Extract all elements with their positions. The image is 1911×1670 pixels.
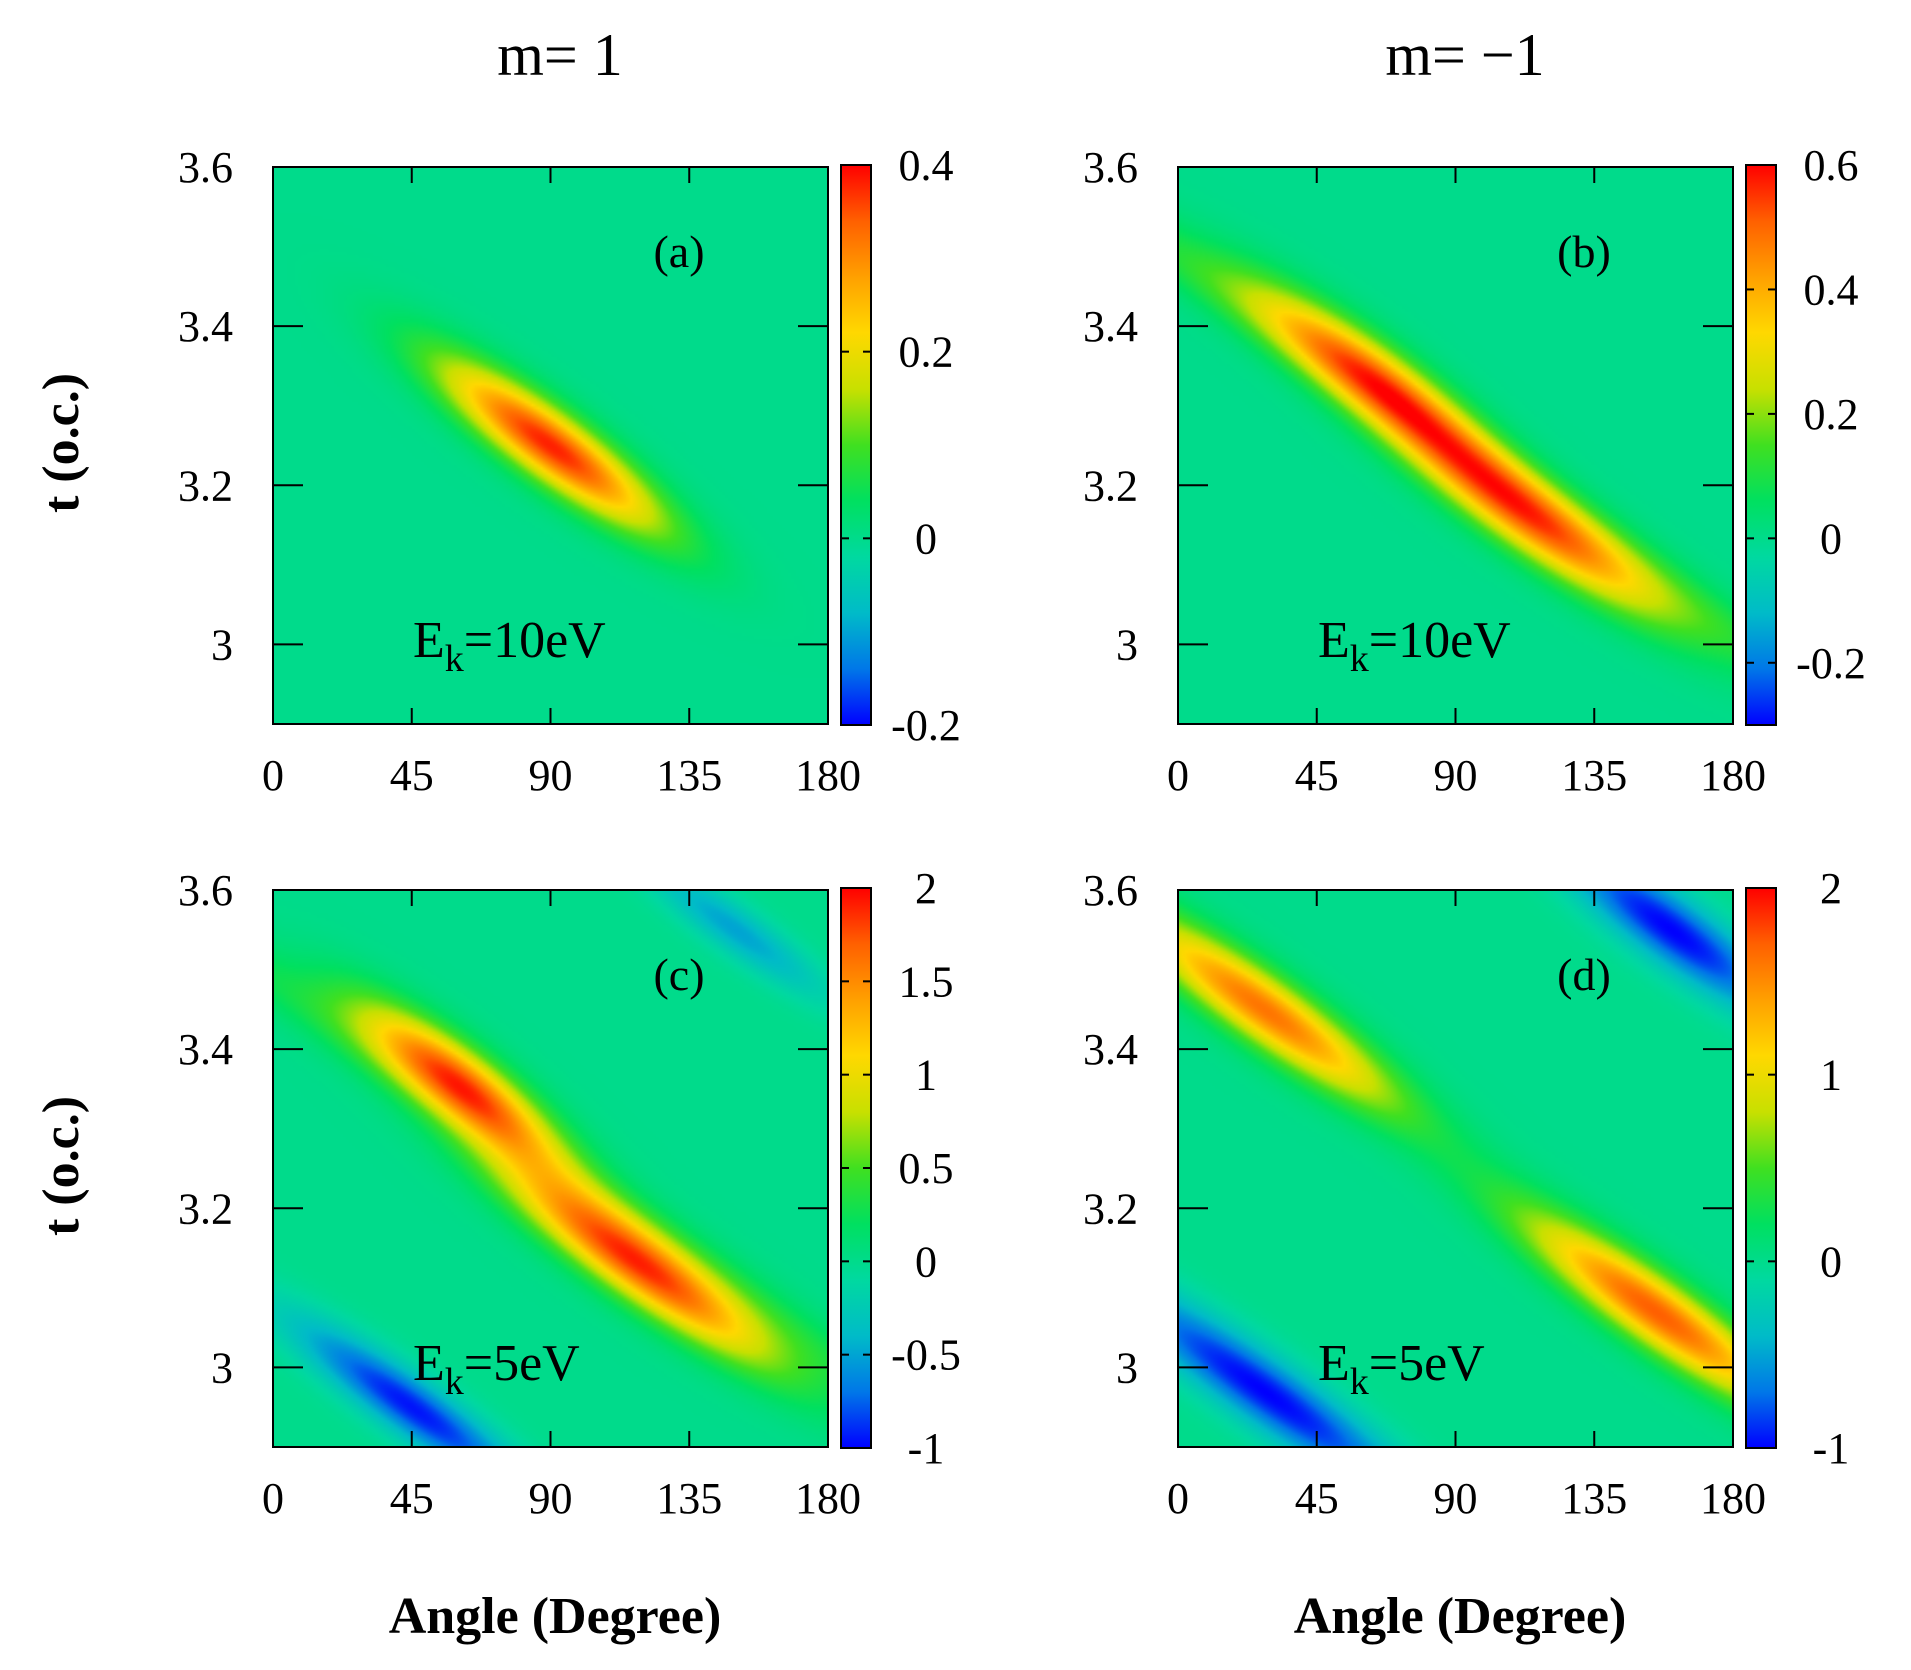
colorbar-tick-label: 0.6: [1804, 141, 1859, 190]
y-tick-label: 3: [1116, 1343, 1138, 1392]
colorbar-tick-label: -1: [1813, 1424, 1850, 1473]
x-tick-label: 45: [390, 1474, 434, 1523]
y-tick-label: 3.6: [1083, 866, 1138, 915]
y-tick-label: 3.6: [178, 143, 233, 192]
x-tick-label: 45: [390, 751, 434, 800]
colorbar-tick-label: 0: [915, 1237, 937, 1286]
column-title-right: m= −1: [1385, 22, 1544, 88]
colorbar-tick-label: 0.5: [899, 1144, 954, 1193]
energy-label: Ek=10eV: [413, 612, 606, 680]
colorbar: [1745, 164, 1777, 726]
colorbar-tick-label: -0.5: [891, 1331, 961, 1380]
energy-label: Ek=10eV: [1318, 612, 1511, 680]
x-tick-label: 135: [1561, 1474, 1627, 1523]
y-axis-title-top: t (o.c.): [33, 373, 90, 513]
panel-a: 0 45 90 135 180 3 3.2 3.4 3.6 (a) Ek=10eV -0.2 0 0.2 0…: [178, 141, 961, 800]
colorbar-tick-label: 1: [915, 1051, 937, 1100]
heatmap-b: [1178, 167, 1733, 724]
y-axis-title-bottom: t (o.c.): [33, 1096, 90, 1236]
x-tick-label: 90: [529, 1474, 573, 1523]
x-tick-label: 90: [1434, 1474, 1478, 1523]
colorbar-tick-label: 1: [1820, 1051, 1842, 1100]
colorbar-tick-label: 0.4: [899, 141, 954, 190]
colorbar-tick-label: 0: [915, 514, 937, 563]
x-tick-label: 0: [1167, 1474, 1189, 1523]
x-axis-title-left: Angle (Degree): [389, 1588, 722, 1645]
heatmap-a: [273, 167, 828, 724]
x-tick-label: 0: [1167, 751, 1189, 800]
x-axis-title-right: Angle (Degree): [1294, 1588, 1627, 1645]
panel-label: (d): [1557, 949, 1611, 1000]
colorbar-tick-label: -0.2: [891, 701, 961, 750]
heatmap-c: [273, 890, 828, 1447]
x-tick-label: 135: [656, 751, 722, 800]
y-tick-label: 3.6: [1083, 143, 1138, 192]
y-tick-label: 3: [1116, 620, 1138, 669]
colorbar-tick-label: 0.2: [899, 328, 954, 377]
x-tick-label: 135: [1561, 751, 1627, 800]
y-tick-label: 3: [211, 1343, 233, 1392]
panel-c: 0 45 90 135 180 3 3.2 3.4 3.6 (c) Ek=5eV -1 -0.5 0 0.5…: [178, 864, 961, 1523]
y-tick-label: 3.6: [178, 866, 233, 915]
colorbar-tick-label: -0.2: [1796, 639, 1866, 688]
panel-d: 0 45 90 135 180 3 3.2 3.4 3.6 (d) Ek=5eV -1 0 1 2: [1083, 864, 1849, 1523]
x-tick-label: 0: [262, 1474, 284, 1523]
panel-label: (c): [653, 949, 704, 1000]
x-tick-label: 180: [1700, 1474, 1766, 1523]
panel-b: 0 45 90 135 180 3 3.2 3.4 3.6 (b) Ek=10eV -0.2 0 0.2 0…: [1083, 141, 1866, 800]
colorbar-tick-label: 0.2: [1804, 390, 1859, 439]
y-tick-label: 3.4: [1083, 302, 1138, 351]
panel-label: (a): [653, 226, 704, 277]
y-tick-label: 3.4: [1083, 1025, 1138, 1074]
panels: 0 45 90 135 18033.23.43.6(a)Ek=10eV-0.200.20…: [178, 141, 1866, 1523]
colorbar: [1745, 887, 1777, 1449]
x-tick-label: 180: [795, 1474, 861, 1523]
y-tick-label: 3.2: [1083, 461, 1138, 510]
x-tick-label: 45: [1295, 1474, 1339, 1523]
y-tick-label: 3.4: [178, 302, 233, 351]
x-tick-label: 90: [1434, 751, 1478, 800]
panel-label: (b): [1557, 226, 1611, 277]
colorbar-tick-label: -1: [908, 1424, 945, 1473]
colorbar-tick-label: 0.4: [1804, 265, 1859, 314]
x-tick-label: 45: [1295, 751, 1339, 800]
colorbar-tick-label: 2: [915, 864, 937, 913]
column-title-left: m= 1: [497, 22, 623, 88]
y-tick-label: 3.2: [178, 1184, 233, 1233]
y-tick-label: 3.2: [178, 461, 233, 510]
energy-label: Ek=5eV: [1318, 1335, 1485, 1403]
colorbar-tick-label: 0: [1820, 1237, 1842, 1286]
x-tick-label: 180: [795, 751, 861, 800]
x-tick-label: 180: [1700, 751, 1766, 800]
colorbar-tick-label: 1.5: [899, 957, 954, 1006]
x-tick-label: 0: [262, 751, 284, 800]
y-tick-label: 3.4: [178, 1025, 233, 1074]
x-tick-label: 135: [656, 1474, 722, 1523]
y-tick-label: 3.2: [1083, 1184, 1138, 1233]
heatmap-d: [1178, 890, 1733, 1447]
colorbar: [840, 164, 872, 726]
colorbar-tick-label: 2: [1820, 864, 1842, 913]
colorbar-tick-label: 0: [1820, 514, 1842, 563]
energy-label: Ek=5eV: [413, 1335, 580, 1403]
y-tick-label: 3: [211, 620, 233, 669]
x-tick-label: 90: [529, 751, 573, 800]
